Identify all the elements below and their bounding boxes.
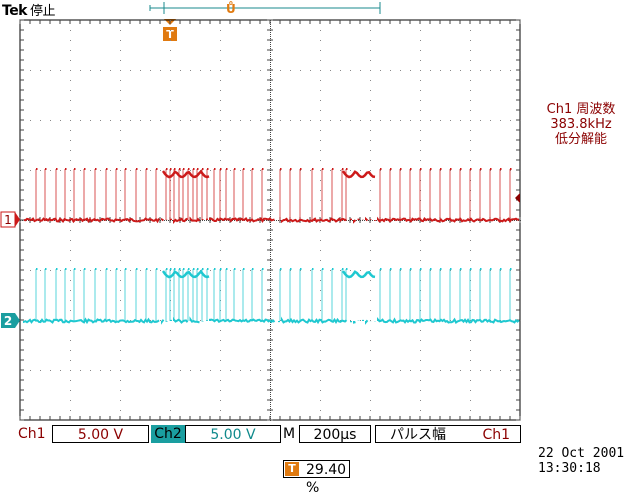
ch2-marker-label: 2 [4, 314, 12, 328]
ch2-label[interactable]: Ch2 [151, 425, 185, 443]
measurement-title: Ch1 周波数 [546, 102, 616, 117]
measurement-value: 383.8kHz [550, 117, 612, 132]
ch1-marker-label: 1 [4, 213, 12, 227]
timebase-value[interactable]: 200µs [299, 425, 371, 443]
measurement-type: パルス幅 [390, 427, 446, 443]
ch2-waveform [23, 268, 520, 325]
brand-logo: Tek [2, 3, 28, 19]
ch2-scale[interactable]: 5.00 V [185, 425, 281, 443]
scope-display: Ů T 1 2 [0, 1, 521, 421]
measurement-bar[interactable]: パルス幅 Ch1 [375, 425, 521, 443]
brand-header: Tek 停止 [2, 0, 56, 19]
record-bar-icon: Ů [149, 1, 381, 16]
timestamp: 22 Oct 2001 13:30:18 [538, 446, 624, 476]
svg-text:T: T [166, 28, 174, 41]
time-text: 13:30:18 [538, 461, 601, 476]
ch1-ground-marker[interactable]: 1 [0, 211, 20, 228]
timebase-label: M [283, 426, 296, 442]
measurement-source: Ch1 [482, 427, 510, 443]
ch2-ground-marker[interactable]: 2 [1, 313, 20, 328]
acquisition-state: 停止 [30, 4, 56, 19]
ch1-waveform [23, 168, 520, 225]
ch1-scale[interactable]: 5.00 V [52, 425, 149, 443]
measurement-mode: 低分解能 [554, 132, 607, 147]
measurement-readout: Ch1 周波数 383.8kHz 低分解能 [525, 102, 637, 147]
svg-text:Ů: Ů [226, 1, 236, 16]
ch1-label[interactable]: Ch1 [18, 426, 46, 442]
trigger-icon: T [285, 462, 299, 476]
trigger-level-arrow-icon[interactable] [515, 193, 520, 203]
date-text: 22 Oct 2001 [538, 446, 625, 461]
trigger-position-readout[interactable]: 29.40 % [283, 460, 350, 496]
